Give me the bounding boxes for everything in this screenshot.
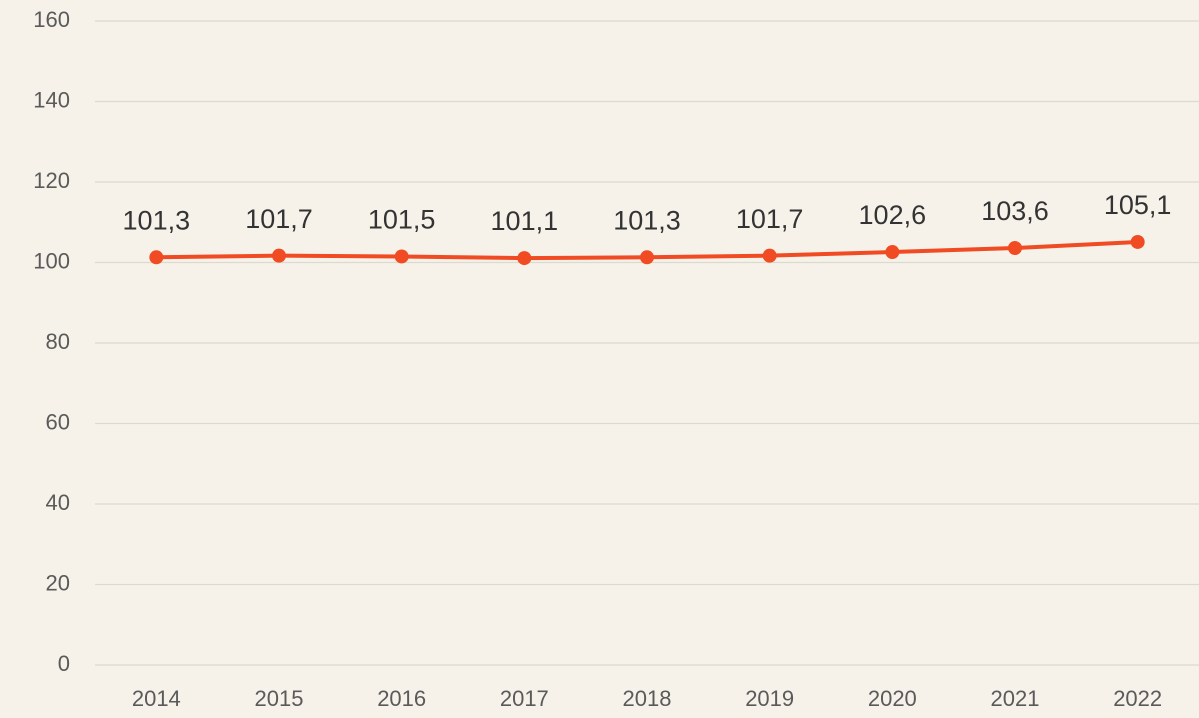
y-tick-label: 60 [46,409,70,434]
data-point [272,248,286,263]
data-point [1130,234,1145,249]
x-tick-label: 2018 [623,686,672,711]
y-tick-label: 80 [46,329,70,354]
data-point [149,250,164,265]
data-label: 101,1 [491,206,559,236]
y-tick-label: 160 [33,7,70,32]
y-tick-label: 0 [58,651,70,676]
x-tick-label: 2015 [255,686,304,711]
data-label: 101,7 [245,204,313,234]
data-point [517,251,532,266]
x-tick-label: 2014 [132,686,181,711]
y-tick-label: 20 [46,570,70,595]
x-tick-label: 2019 [745,686,794,711]
data-label: 102,6 [859,200,927,230]
y-tick-label: 100 [33,248,70,273]
data-label: 101,7 [736,204,804,234]
data-label: 103,6 [981,196,1049,226]
data-point [1008,241,1022,256]
data-point [394,249,409,264]
x-tick-label: 2022 [1113,686,1162,711]
x-tick-label: 2020 [868,686,917,711]
data-label: 101,5 [368,205,436,235]
data-point [885,245,900,260]
y-tick-label: 120 [33,168,70,193]
data-label: 101,3 [123,205,191,235]
x-tick-label: 2017 [500,686,549,711]
y-tick-label: 40 [46,490,70,515]
data-label: 101,3 [613,205,681,235]
data-label: 105,1 [1104,190,1172,220]
x-tick-label: 2021 [991,686,1040,711]
y-tick-label: 140 [33,87,70,112]
x-tick-label: 2016 [377,686,426,711]
data-point [762,248,777,263]
data-point [640,250,654,265]
